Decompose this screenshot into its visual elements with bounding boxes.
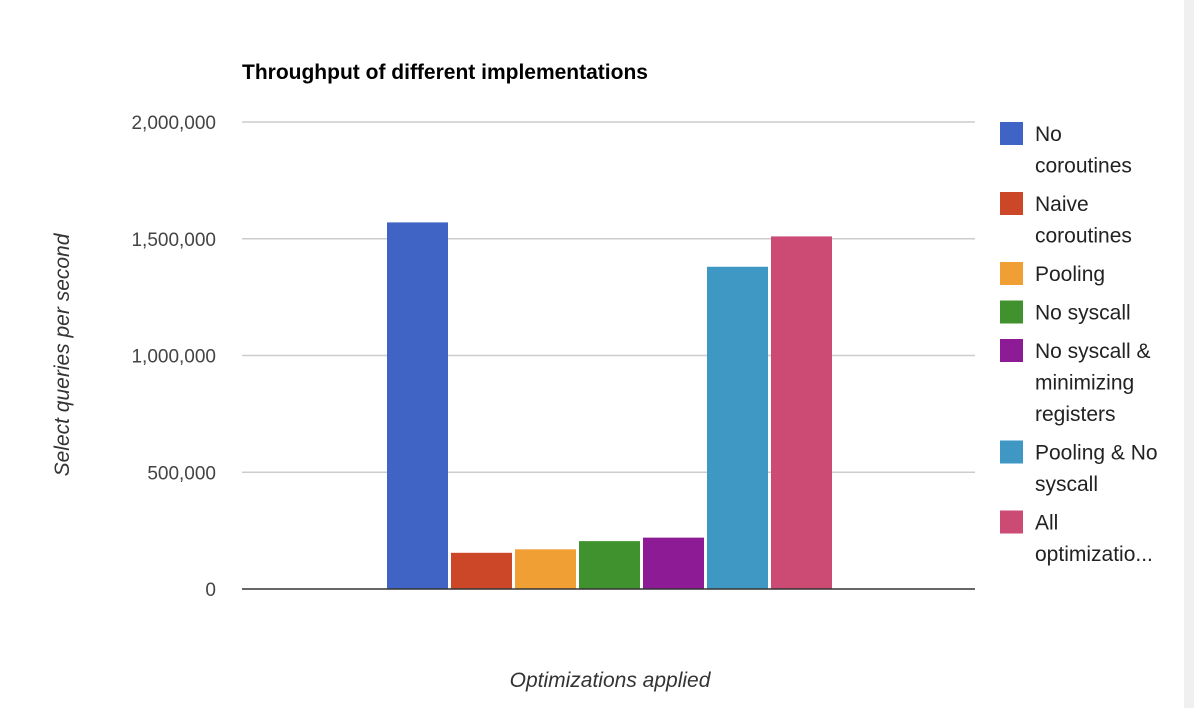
y-axis-ticks: 0 500,000 1,000,000 1,500,000 2,000,000 — [131, 113, 216, 601]
y-tick-label: 1,500,000 — [131, 230, 216, 251]
gridlines — [242, 121, 975, 473]
legend: No coroutines Naive coroutines Pooling No sys… — [1000, 122, 1158, 566]
legend-label: All — [1035, 512, 1058, 535]
legend-label: No — [1035, 123, 1062, 146]
legend-label: syscall — [1035, 473, 1098, 496]
bars — [387, 222, 832, 590]
chart-title: Throughput of different implementations — [242, 61, 648, 84]
legend-swatch — [1000, 262, 1023, 285]
y-axis-label: Select queries per second — [51, 232, 74, 476]
legend-swatch — [1000, 440, 1023, 464]
bar-2 — [451, 552, 512, 589]
legend-label: No syscall & — [1035, 340, 1151, 363]
legend-swatch — [1000, 510, 1023, 534]
bar-4 — [579, 541, 640, 589]
legend-swatch — [1000, 339, 1023, 362]
legend-label: registers — [1035, 403, 1116, 426]
bar-3 — [515, 549, 576, 589]
window-edge — [1184, 0, 1194, 708]
bar-7 — [771, 236, 832, 590]
bar-1 — [387, 222, 448, 589]
legend-label: No syscall — [1035, 302, 1131, 325]
bar-6 — [707, 266, 768, 589]
y-tick-label: 0 — [205, 580, 216, 601]
x-axis-label: Optimizations applied — [510, 669, 712, 692]
legend-swatch — [1000, 122, 1023, 145]
legend-label: Naive — [1035, 193, 1089, 216]
legend-label: optimizatio... — [1035, 543, 1153, 566]
legend-swatch — [1000, 192, 1023, 215]
legend-swatch — [1000, 300, 1023, 324]
bar-5 — [643, 537, 704, 589]
legend-label: Pooling — [1035, 263, 1105, 286]
legend-label: minimizing — [1035, 372, 1134, 395]
y-tick-label: 1,000,000 — [131, 347, 216, 368]
legend-label: coroutines — [1035, 155, 1132, 178]
legend-label: coroutines — [1035, 225, 1132, 248]
y-tick-label: 2,000,000 — [131, 113, 216, 134]
y-tick-label: 500,000 — [147, 463, 216, 484]
legend-label: Pooling & No — [1035, 442, 1158, 465]
